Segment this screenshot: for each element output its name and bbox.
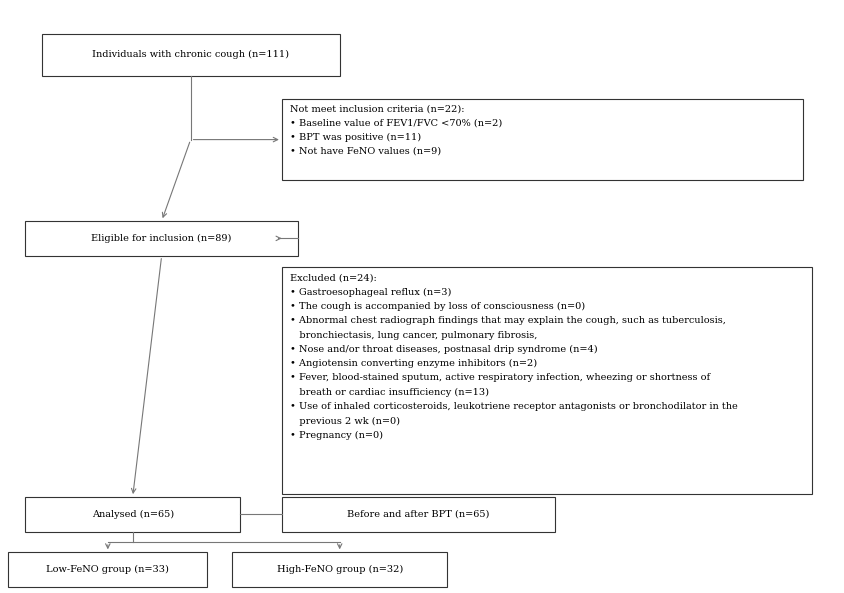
Text: Individuals with chronic cough (n=111): Individuals with chronic cough (n=111): [92, 50, 289, 59]
Bar: [281, 99, 803, 180]
Bar: [25, 497, 240, 532]
Text: • BPT was positive (n=11): • BPT was positive (n=11): [289, 132, 420, 142]
Text: • The cough is accompanied by loss of consciousness (n=0): • The cough is accompanied by loss of co…: [289, 302, 584, 311]
Text: Low-FeNO group (n=33): Low-FeNO group (n=33): [46, 565, 169, 574]
Text: High-FeNO group (n=32): High-FeNO group (n=32): [276, 565, 403, 574]
Text: Before and after BPT (n=65): Before and after BPT (n=65): [347, 510, 489, 519]
Text: • Gastroesophageal reflux (n=3): • Gastroesophageal reflux (n=3): [289, 288, 451, 296]
Text: • Angiotensin converting enzyme inhibitors (n=2): • Angiotensin converting enzyme inhibito…: [289, 359, 537, 368]
Bar: [41, 34, 339, 76]
Text: • Baseline value of FEV1/FVC <70% (n=2): • Baseline value of FEV1/FVC <70% (n=2): [289, 119, 501, 127]
Text: • Fever, blood-stained sputum, active respiratory infection, wheezing or shortne: • Fever, blood-stained sputum, active re…: [289, 374, 709, 382]
Text: Excluded (n=24):: Excluded (n=24):: [289, 273, 376, 282]
Text: previous 2 wk (n=0): previous 2 wk (n=0): [289, 416, 399, 426]
Text: bronchiectasis, lung cancer, pulmonary fibrosis,: bronchiectasis, lung cancer, pulmonary f…: [289, 330, 540, 340]
Text: Eligible for inclusion (n=89): Eligible for inclusion (n=89): [91, 234, 231, 243]
Text: • Abnormal chest radiograph findings that may explain the cough, such as tubercu: • Abnormal chest radiograph findings tha…: [289, 316, 725, 325]
Text: Not meet inclusion criteria (n=22):: Not meet inclusion criteria (n=22):: [289, 105, 464, 114]
Bar: [281, 267, 811, 494]
Bar: [281, 497, 555, 532]
Text: Analysed (n=65): Analysed (n=65): [91, 510, 174, 519]
Text: breath or cardiac insufficiency (n=13): breath or cardiac insufficiency (n=13): [289, 388, 489, 397]
Text: • Use of inhaled corticosteroids, leukotriene receptor antagonists or bronchodil: • Use of inhaled corticosteroids, leukot…: [289, 402, 737, 411]
Text: • Not have FeNO values (n=9): • Not have FeNO values (n=9): [289, 146, 441, 155]
Text: • Nose and/or throat diseases, postnasal drip syndrome (n=4): • Nose and/or throat diseases, postnasal…: [289, 345, 597, 354]
Bar: [232, 552, 446, 587]
Text: • Pregnancy (n=0): • Pregnancy (n=0): [289, 431, 382, 440]
Bar: [25, 221, 298, 256]
Bar: [8, 552, 207, 587]
